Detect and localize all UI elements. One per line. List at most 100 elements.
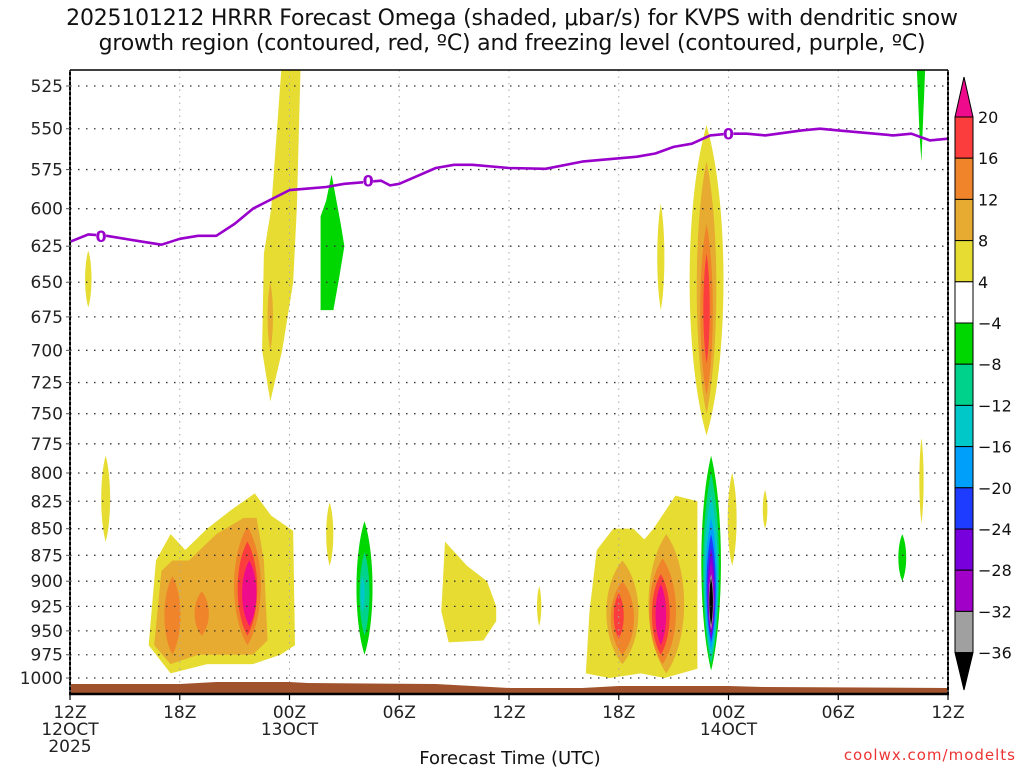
omega-feature [164, 576, 181, 655]
colorbar-segment [954, 446, 974, 489]
omega-feature [898, 534, 907, 582]
x-tick-label: 14OCT [700, 720, 758, 740]
x-tick-label: 18Z [602, 703, 635, 723]
y-tick-label: 750 [31, 405, 63, 425]
x-tick-label: 06Z [383, 703, 416, 723]
colorbar-segment [954, 322, 974, 365]
chart-title: 2025101212 HRRR Forecast Omega (shaded, … [0, 6, 1024, 56]
y-tick-label: 650 [31, 273, 63, 293]
x-axis-label: Forecast Time (UTC) [419, 748, 600, 768]
colorbar-label: −24 [978, 520, 1012, 539]
colorbar-label: −36 [978, 644, 1012, 663]
colorbar-label: −32 [978, 602, 1012, 621]
freezing-level-label: 0 [363, 172, 374, 191]
x-tick-label: 18Z [163, 703, 196, 723]
y-axis-ticks: 525 550 575 600 625 650 675 700 725 750 775 800 825 8… [20, 77, 70, 689]
omega-feature [762, 490, 768, 529]
omega-feature [194, 591, 209, 636]
omega-feature [709, 578, 713, 626]
omega-feature [613, 593, 624, 639]
omega-feature [727, 472, 737, 566]
colorbar-label: −4 [978, 314, 1002, 333]
contour-label-background [723, 125, 734, 142]
colorbar-segment [954, 404, 974, 448]
x-tick-label: 12Z [931, 703, 964, 723]
y-tick-label: 975 [31, 646, 63, 666]
omega-feature [101, 455, 111, 542]
y-tick-label: 550 [31, 120, 63, 140]
colorbar-segment [954, 363, 974, 406]
y-tick-label: 1000 [20, 669, 63, 689]
colorbar-label: 8 [978, 232, 988, 251]
freezing-level-contour: 0 0 0 [70, 125, 948, 246]
omega-feature [657, 204, 665, 311]
colorbar-segment [954, 240, 974, 283]
y-tick-label: 575 [31, 161, 63, 181]
colorbar-arrow-top [954, 76, 974, 118]
terrain-area [70, 682, 948, 694]
y-tick-label: 875 [31, 546, 63, 566]
contour-label-background [363, 172, 374, 189]
omega-feature [537, 586, 542, 627]
omega-shading [85, 70, 926, 678]
x-tick-label: 12OCT [41, 720, 99, 740]
colorbar-segment [954, 116, 974, 159]
colorbar-segment [954, 157, 974, 200]
omega-feature [441, 541, 497, 643]
y-tick-label: 725 [31, 374, 63, 394]
omega-feature [655, 584, 667, 646]
credit-link[interactable]: coolwx.com/modelts [843, 746, 1016, 764]
colorbar-label: −16 [978, 438, 1012, 457]
omega-feature [916, 70, 926, 162]
freezing-level-line [70, 127, 948, 246]
x-tick-label: 12Z [53, 703, 86, 723]
colorbar-label: 12 [978, 190, 998, 209]
colorbar-segment [954, 569, 974, 612]
x-tick-label: 06Z [822, 703, 855, 723]
colorbar-segment [954, 610, 974, 654]
y-tick-label: 675 [31, 308, 63, 328]
colorbar-segment [954, 281, 974, 324]
freezing-level-label: 0 [96, 227, 107, 246]
colorbar-label: −12 [978, 396, 1012, 415]
y-tick-label: 900 [31, 572, 63, 592]
omega-feature [703, 253, 710, 364]
colorbar-label: 4 [978, 273, 988, 292]
colorbar: 20 16 12 8 4 −4 −8 −12 −16 −20 −24 −28 −32 −36 [954, 76, 1012, 691]
colorbar-label: −28 [978, 561, 1012, 580]
colorbar-label: 16 [978, 149, 998, 168]
contour-label-background [96, 227, 107, 244]
colorbar-segment [954, 528, 974, 571]
omega-feature [326, 502, 334, 566]
y-tick-label: 775 [31, 435, 63, 455]
y-tick-label: 925 [31, 597, 63, 617]
colorbar-segment [954, 487, 974, 530]
chart-title-line-2: growth region (contoured, red, ºC) and f… [98, 31, 926, 56]
colorbar-label: −20 [978, 479, 1012, 498]
x-tick-label: 13OCT [261, 720, 319, 740]
colorbar-label: −8 [978, 355, 1002, 374]
y-tick-label: 700 [31, 341, 63, 361]
colorbar-arrow-bottom [954, 652, 974, 691]
y-tick-label: 800 [31, 464, 63, 484]
y-tick-label: 825 [31, 492, 63, 512]
omega-feature [85, 250, 92, 308]
freezing-level-label: 0 [723, 125, 734, 144]
y-tick-label: 625 [31, 237, 63, 257]
y-tick-label: 950 [31, 622, 63, 642]
y-tick-label: 850 [31, 520, 63, 540]
omega-feature [242, 560, 257, 627]
y-tick-label: 525 [31, 77, 63, 97]
omega-feature [919, 437, 924, 524]
x-tick-label: 00Z [273, 703, 306, 723]
chart-title-line-1: 2025101212 HRRR Forecast Omega (shaded, … [66, 6, 958, 31]
x-tick-label: 00Z [712, 703, 745, 723]
x-tick-label: 12Z [492, 703, 525, 723]
colorbar-segment [954, 198, 974, 242]
y-tick-label: 600 [31, 200, 63, 220]
grid [70, 70, 948, 694]
colorbar-label: 20 [978, 108, 998, 127]
omega-feature [360, 576, 365, 612]
